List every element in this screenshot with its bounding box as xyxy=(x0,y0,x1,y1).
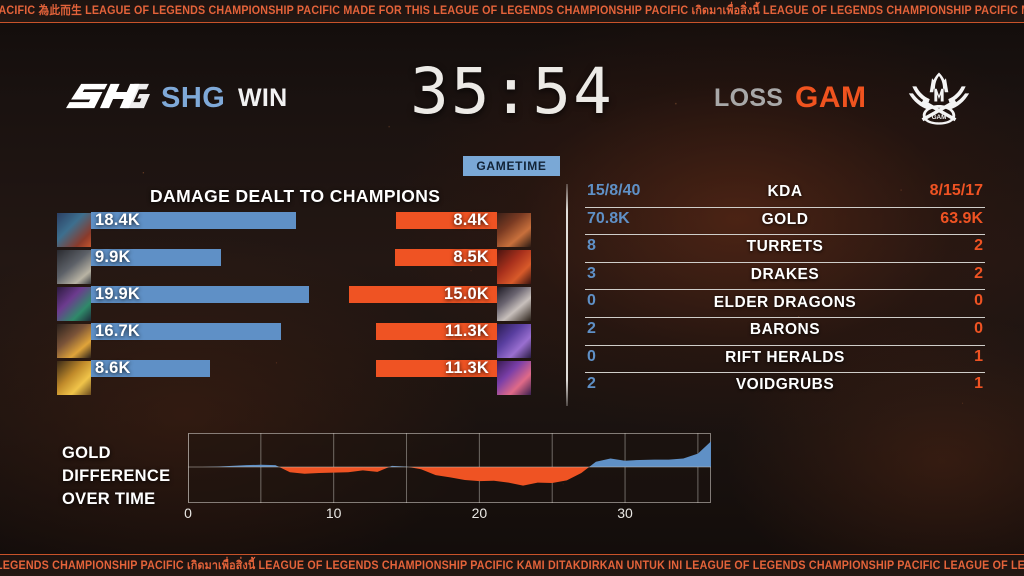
stats-left-value: 2 xyxy=(587,375,596,393)
stats-right-value: 63.9K xyxy=(940,209,983,227)
stats-label: BARONS xyxy=(749,321,821,339)
panel-divider xyxy=(566,184,568,406)
ticker-bottom-text: LEGENDS CHAMPIONSHIP PACIFIC เกิดมาเพื่อ… xyxy=(0,560,1024,572)
shg-logo-icon xyxy=(64,79,150,113)
scoreboard-header: SHG WIN 35:54 GAMETIME LOSS GAM xyxy=(0,0,1024,176)
right-team-result: LOSS xyxy=(714,84,784,112)
ticker-bottom: LEGENDS CHAMPIONSHIP PACIFIC เกิดมาเพื่อ… xyxy=(0,554,1024,576)
stats-label: DRAKES xyxy=(750,266,820,284)
stats-label: ELDER DRAGONS xyxy=(713,293,857,311)
stats-label: GOLD xyxy=(761,210,809,228)
damage-row: 18.4K 8.4K xyxy=(0,211,566,249)
champion-portrait-4 xyxy=(57,324,91,358)
damage-value-left: 9.9K xyxy=(95,248,131,266)
damage-value-left: 18.4K xyxy=(95,211,141,229)
stats-label: KDA xyxy=(767,183,803,201)
stats-row: 2 VOIDGRUBS 1 xyxy=(585,373,985,400)
ticker-top-text: PACIFIC 為此而生 LEAGUE OF LEGENDS CHAMPIONS… xyxy=(0,5,1024,17)
gametime-badge: GAMETIME xyxy=(463,156,560,176)
stats-right-value: 8/15/17 xyxy=(929,182,983,199)
champion-portrait-9 xyxy=(497,324,531,358)
svg-text:GAM: GAM xyxy=(932,114,947,121)
stats-row: 0 RIFT HERALDS 1 xyxy=(585,346,985,374)
left-team-abbr: SHG xyxy=(161,82,226,114)
stats-left-value: 0 xyxy=(587,347,596,365)
x-axis-tick: 0 xyxy=(184,505,192,521)
stats-label: TURRETS xyxy=(746,238,824,256)
stats-row: 8 TURRETS 2 xyxy=(585,235,985,263)
damage-value-left: 19.9K xyxy=(95,285,141,303)
gam-crest-icon: GAM xyxy=(903,69,975,127)
champion-portrait-2 xyxy=(57,250,91,284)
damage-row: 16.7K 11.3K xyxy=(0,322,566,360)
damage-bar-right xyxy=(375,360,497,377)
stats-right-value: 2 xyxy=(974,237,983,255)
damage-bar-left xyxy=(91,360,210,377)
stats-left-value: 3 xyxy=(587,264,596,282)
damage-panel-title: DAMAGE DEALT TO CHAMPIONS xyxy=(150,186,441,206)
gold-difference-chart xyxy=(188,433,711,503)
damage-bar-left xyxy=(91,212,296,229)
left-team-result: WIN xyxy=(238,84,288,112)
stats-label: VOIDGRUBS xyxy=(735,376,835,394)
damage-bar-right xyxy=(375,323,497,340)
stats-left-value: 8 xyxy=(587,237,596,255)
team-stats-table: 15/8/40 KDA 8/15/17 70.8K GOLD 63.9K 8 TURRETS 2… xyxy=(585,180,985,400)
damage-value-right: 11.3K xyxy=(444,359,489,377)
game-clock: 35:54 xyxy=(410,55,614,128)
damage-bar-chart: 18.4K 8.4K 9.9K 8.5K 19.9K 15.0K 16.7K 11.3K 8.6… xyxy=(0,211,566,397)
champion-portrait-6 xyxy=(497,213,531,247)
damage-value-left: 8.6K xyxy=(95,359,131,377)
stats-left-value: 2 xyxy=(587,319,596,337)
x-axis-tick: 10 xyxy=(325,505,342,521)
stats-row: 0 ELDER DRAGONS 0 xyxy=(585,290,985,318)
gold-difference-axis: 0 10 20 30 xyxy=(184,505,711,523)
ticker-top: PACIFIC 為此而生 LEAGUE OF LEGENDS CHAMPIONS… xyxy=(0,0,1024,23)
champion-portrait-10 xyxy=(497,361,531,395)
gold-diff-positive-area xyxy=(188,441,711,467)
stats-right-value: 1 xyxy=(974,375,983,393)
stats-row: 3 DRAKES 2 xyxy=(585,263,985,291)
x-axis-tick: 20 xyxy=(471,505,488,521)
damage-value-left: 16.7K xyxy=(95,322,141,340)
damage-value-right: 8.4K xyxy=(453,211,489,229)
damage-bar-left xyxy=(91,323,281,340)
stats-left-value: 70.8K xyxy=(587,209,630,227)
champion-portrait-3 xyxy=(57,287,91,321)
gold-diff-label-line1: GOLD xyxy=(62,444,111,462)
damage-row: 8.6K 11.3K xyxy=(0,359,566,397)
stats-right-value: 1 xyxy=(974,347,983,365)
right-team-abbr: GAM xyxy=(795,81,867,114)
stats-right-value: 2 xyxy=(974,264,983,282)
damage-row: 9.9K 8.5K xyxy=(0,248,566,286)
damage-value-right: 11.3K xyxy=(444,322,489,340)
gold-diff-label: GOLD DIFFERENCE OVER TIME xyxy=(62,442,192,511)
damage-bar-right xyxy=(395,212,497,229)
champion-portrait-7 xyxy=(497,250,531,284)
champion-portrait-1 xyxy=(57,213,91,247)
stats-left-value: 0 xyxy=(587,292,596,310)
stats-right-value: 0 xyxy=(974,292,983,310)
gold-diff-label-line2: DIFFERENCE xyxy=(62,467,171,485)
champion-portrait-8 xyxy=(497,287,531,321)
champion-portrait-5 xyxy=(57,361,91,395)
damage-bar-right xyxy=(395,249,497,266)
damage-value-right: 15.0K xyxy=(443,285,489,303)
stats-right-value: 0 xyxy=(974,319,983,337)
damage-row: 19.9K 15.0K xyxy=(0,285,566,323)
damage-bar-left xyxy=(91,249,222,266)
damage-bar-left xyxy=(91,286,309,303)
stats-row: 2 BARONS 0 xyxy=(585,318,985,346)
damage-value-right: 8.5K xyxy=(453,248,489,266)
stats-label: RIFT HERALDS xyxy=(725,348,845,366)
stats-left-value: 15/8/40 xyxy=(587,182,641,199)
x-axis-tick: 30 xyxy=(617,505,633,521)
damage-bar-right xyxy=(349,286,497,303)
gold-diff-negative-area xyxy=(188,467,711,486)
stats-row: 15/8/40 KDA 8/15/17 xyxy=(585,180,985,208)
stats-row: 70.8K GOLD 63.9K xyxy=(585,208,985,236)
gold-diff-label-line3: OVER TIME xyxy=(62,490,156,508)
